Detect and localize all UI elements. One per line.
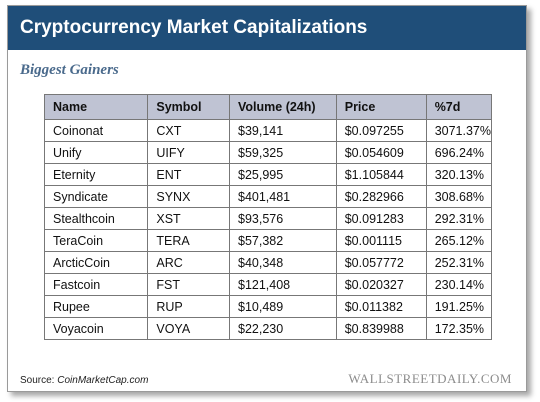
table-row: Stealthcoin XST $93,576 $0.091283 292.31% (43, 207, 493, 230)
cell-symbol: RUP (147, 295, 230, 318)
cell-volume: $57,382 (229, 229, 337, 252)
cell-symbol: CXT (147, 119, 230, 142)
cell-name: Eternity (43, 163, 149, 186)
cell-name: Rupee (43, 295, 149, 318)
cell-volume: $93,576 (229, 207, 337, 230)
cell-price: $0.282966 (335, 185, 427, 208)
table-header-row: Name Symbol Volume (24h) Price %7d (43, 94, 493, 120)
source-name: CoinMarketCap.com (57, 375, 149, 386)
cell-symbol: SYNX (147, 185, 230, 208)
cell-price: $0.054609 (335, 141, 427, 164)
cell-volume: $121,408 (229, 273, 337, 296)
cell-name: Voyacoin (43, 317, 149, 340)
cell-volume: $39,141 (229, 119, 337, 142)
column-header-change-7d: %7d (425, 94, 493, 120)
table-row: Eternity ENT $25,995 $1.105844 320.13% (43, 163, 493, 186)
cell-symbol: ARC (147, 251, 230, 274)
cell-symbol: VOYA (147, 317, 230, 340)
table-subtitle: Biggest Gainers (20, 62, 119, 78)
page-title: Cryptocurrency Market Capitalizations (8, 6, 526, 50)
cell-change-7d: 3071.37% (425, 119, 493, 142)
table-body: Coinonat CXT $39,141 $0.097255 3071.37% Unify… (43, 119, 493, 340)
cell-name: Unify (43, 141, 149, 164)
cell-volume: $10,489 (229, 295, 337, 318)
cell-volume: $40,348 (229, 251, 337, 274)
column-header-symbol: Symbol (147, 94, 230, 120)
cell-symbol: UIFY (147, 141, 230, 164)
column-header-name: Name (43, 94, 149, 120)
cell-change-7d: 292.31% (425, 207, 493, 230)
source-note: Source: CoinMarketCap.com (20, 375, 148, 386)
cell-change-7d: 320.13% (425, 163, 493, 186)
source-label: Source: (20, 375, 58, 386)
cell-change-7d: 308.68% (425, 185, 493, 208)
table-row: Syndicate SYNX $401,481 $0.282966 308.68% (43, 185, 493, 208)
table-row: ArcticCoin ARC $40,348 $0.057772 252.31% (43, 251, 493, 274)
cell-symbol: ENT (147, 163, 230, 186)
cell-change-7d: 265.12% (425, 229, 493, 252)
cell-name: Stealthcoin (43, 207, 149, 230)
cell-volume: $401,481 (229, 185, 337, 208)
cell-symbol: XST (147, 207, 230, 230)
cell-price: $0.020327 (335, 273, 427, 296)
column-header-price: Price (335, 94, 427, 120)
cell-price: $0.001115 (335, 229, 427, 252)
brand-watermark: WALLSTREETDAILY.COM (348, 371, 512, 386)
cell-name: Syndicate (43, 185, 149, 208)
cell-price: $0.091283 (335, 207, 427, 230)
cell-name: TeraCoin (43, 229, 149, 252)
table-row: Coinonat CXT $39,141 $0.097255 3071.37% (43, 119, 493, 142)
cell-price: $1.105844 (335, 163, 427, 186)
cell-name: Coinonat (43, 119, 149, 142)
cell-volume: $25,995 (229, 163, 337, 186)
cell-name: Fastcoin (43, 273, 149, 296)
cell-price: $0.057772 (335, 251, 427, 274)
cell-symbol: TERA (147, 229, 230, 252)
cell-volume: $22,230 (229, 317, 337, 340)
table-row: Rupee RUP $10,489 $0.011382 191.25% (43, 295, 493, 318)
cell-symbol: FST (147, 273, 230, 296)
table-row: Voyacoin VOYA $22,230 $0.839988 172.35% (43, 317, 493, 340)
cell-price: $0.839988 (335, 317, 427, 340)
gainers-table: Name Symbol Volume (24h) Price %7d Coino… (43, 94, 493, 340)
chart-card: Cryptocurrency Market Capitalizations Bi… (7, 5, 527, 392)
table-row: Unify UIFY $59,325 $0.054609 696.24% (43, 141, 493, 164)
cell-name: ArcticCoin (43, 251, 149, 274)
cell-change-7d: 696.24% (425, 141, 493, 164)
cell-price: $0.097255 (335, 119, 427, 142)
cell-change-7d: 230.14% (425, 273, 493, 296)
column-header-volume: Volume (24h) (229, 94, 337, 120)
cell-change-7d: 172.35% (425, 317, 493, 340)
cell-volume: $59,325 (229, 141, 337, 164)
table-row: Fastcoin FST $121,408 $0.020327 230.14% (43, 273, 493, 296)
cell-change-7d: 252.31% (425, 251, 493, 274)
cell-price: $0.011382 (335, 295, 427, 318)
table-row: TeraCoin TERA $57,382 $0.001115 265.12% (43, 229, 493, 252)
cell-change-7d: 191.25% (425, 295, 493, 318)
